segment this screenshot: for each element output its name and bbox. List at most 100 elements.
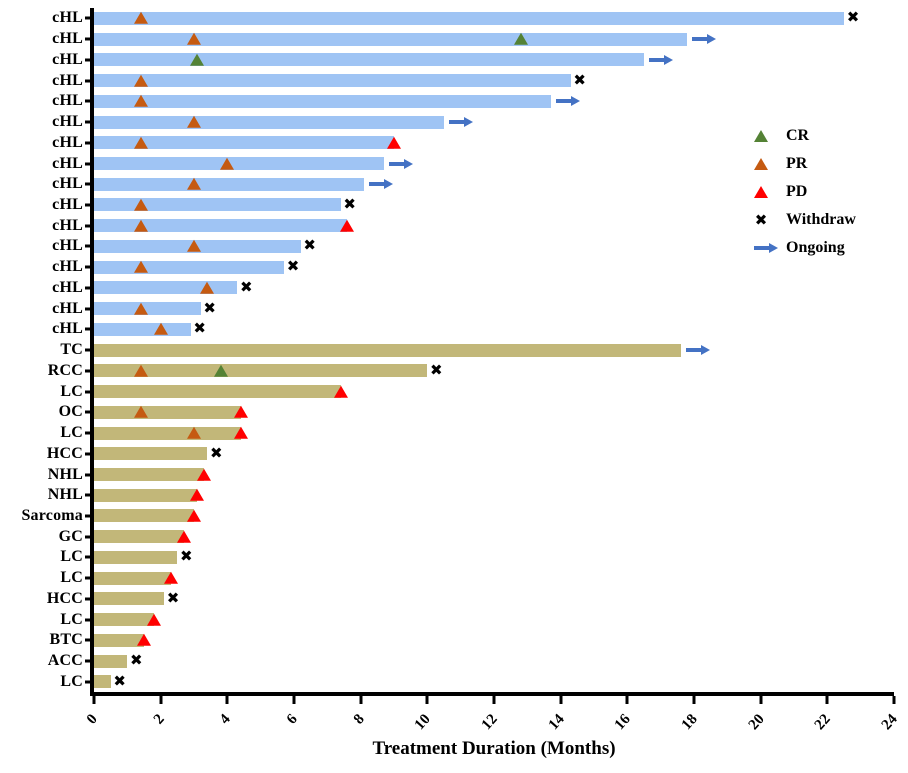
duration-bar: [94, 281, 238, 295]
ongoing-arrow-icon: [753, 246, 769, 250]
x-tick: [759, 696, 763, 704]
row-label: cHL: [52, 154, 83, 172]
withdraw-x-icon: ✖: [193, 319, 206, 338]
x-tick: [492, 696, 496, 704]
swimmer-row: cHL ✖: [0, 319, 894, 340]
row-label: cHL: [52, 278, 83, 296]
x-axis-ticks: 0 2 4 6 8 10 12 14 16 18 20 22 24: [84, 696, 901, 760]
duration-bar: [94, 115, 444, 129]
pr-triangle-icon: [187, 240, 201, 253]
row-track: [90, 484, 894, 506]
duration-bar: [94, 53, 644, 67]
ongoing-arrow-icon: [692, 37, 708, 42]
swimmer-row: LC: [0, 381, 894, 402]
row-label: cHL: [52, 71, 83, 89]
row-label: cHL: [52, 133, 83, 151]
duration-bar: [94, 198, 341, 212]
x-tick: [825, 696, 829, 704]
row-label: cHL: [52, 195, 83, 213]
row-track: ✖: [90, 277, 894, 299]
swimmer-row: LC ✖: [0, 547, 894, 568]
pd-triangle-icon: [137, 634, 151, 647]
duration-bar: [94, 136, 394, 150]
duration-bar: [94, 343, 681, 357]
row-label: cHL: [52, 237, 83, 255]
ongoing-arrow-icon: [649, 57, 664, 62]
swimmer-row: NHL: [0, 484, 894, 506]
swimmer-row: OC: [0, 401, 894, 423]
pd-triangle-icon: [333, 385, 348, 398]
pr-triangle-icon: [187, 115, 201, 128]
row-track: [90, 215, 894, 237]
duration-bar: [94, 675, 111, 689]
legend-label: CR: [786, 127, 810, 144]
duration-bar: [94, 571, 171, 585]
pr-triangle-icon: [133, 406, 148, 419]
duration-bar: [94, 11, 844, 25]
duration-bar: [94, 157, 384, 170]
row-label: BTC: [49, 631, 83, 649]
row-track: [90, 173, 894, 195]
row-track: ✖: [90, 194, 894, 216]
pd-triangle-icon: [187, 509, 201, 522]
x-tick: [425, 696, 429, 704]
cr-triangle-icon: [754, 130, 768, 142]
row-track: [90, 526, 894, 548]
swimmer-row: GC: [0, 526, 894, 548]
pr-triangle-icon: [754, 158, 768, 170]
row-track: [90, 90, 894, 112]
row-track: [90, 422, 894, 444]
swimmer-row: Sarcoma: [0, 505, 894, 527]
row-label: GC: [58, 527, 83, 545]
row-label: Sarcoma: [21, 506, 83, 524]
pd-triangle-icon: [190, 489, 205, 502]
withdraw-x-icon: ✖: [573, 70, 586, 89]
row-label: cHL: [52, 113, 83, 131]
x-tick: [92, 696, 96, 704]
row-track: ✖: [90, 298, 894, 320]
row-track: ✖: [90, 443, 894, 465]
legend-marker-cell: [748, 130, 774, 142]
pr-triangle-icon: [133, 260, 148, 273]
row-track: ✖: [90, 70, 894, 91]
legend-entry: PR: [748, 154, 856, 174]
row-label: NHL: [47, 465, 83, 483]
pr-triangle-icon: [187, 426, 201, 439]
x-tick: [359, 696, 363, 704]
withdraw-x-icon: ✖: [130, 651, 143, 670]
ongoing-arrow-icon: [555, 99, 571, 104]
row-track: [90, 401, 894, 423]
row-track: ✖: [90, 650, 894, 672]
row-track: [90, 132, 894, 154]
pr-triangle-icon: [133, 219, 148, 232]
duration-bar: [94, 219, 348, 233]
row-track: [90, 381, 894, 402]
pr-triangle-icon: [200, 281, 215, 294]
row-label: LC: [60, 672, 83, 690]
swimmer-row: TC: [0, 339, 894, 361]
ongoing-arrow-icon: [449, 120, 464, 125]
duration-bar: [94, 633, 144, 647]
swimmer-row: cHL: [0, 153, 894, 174]
legend: CR PR PD ✖ Withdraw Ongoing: [748, 126, 856, 258]
legend-marker-cell: [748, 158, 774, 170]
swimmer-row: BTC: [0, 630, 894, 651]
duration-bar: [94, 177, 364, 191]
duration-bar: [94, 74, 571, 88]
legend-marker-cell: [748, 246, 774, 250]
duration-bar: [94, 592, 164, 606]
swimmer-row: cHL: [0, 132, 894, 154]
row-label: cHL: [52, 50, 83, 68]
ongoing-arrow-icon: [685, 348, 701, 353]
row-label: HCC: [46, 444, 83, 462]
swimmer-row: cHL ✖: [0, 298, 894, 320]
row-track: ✖: [90, 256, 894, 278]
x-tick: [892, 696, 896, 704]
swimmer-row: cHL: [0, 215, 894, 237]
row-label: cHL: [52, 9, 83, 27]
cr-triangle-icon: [213, 364, 228, 377]
row-track: ✖: [90, 547, 894, 568]
row-label: HCC: [46, 589, 83, 607]
ongoing-arrow-icon: [389, 161, 404, 166]
